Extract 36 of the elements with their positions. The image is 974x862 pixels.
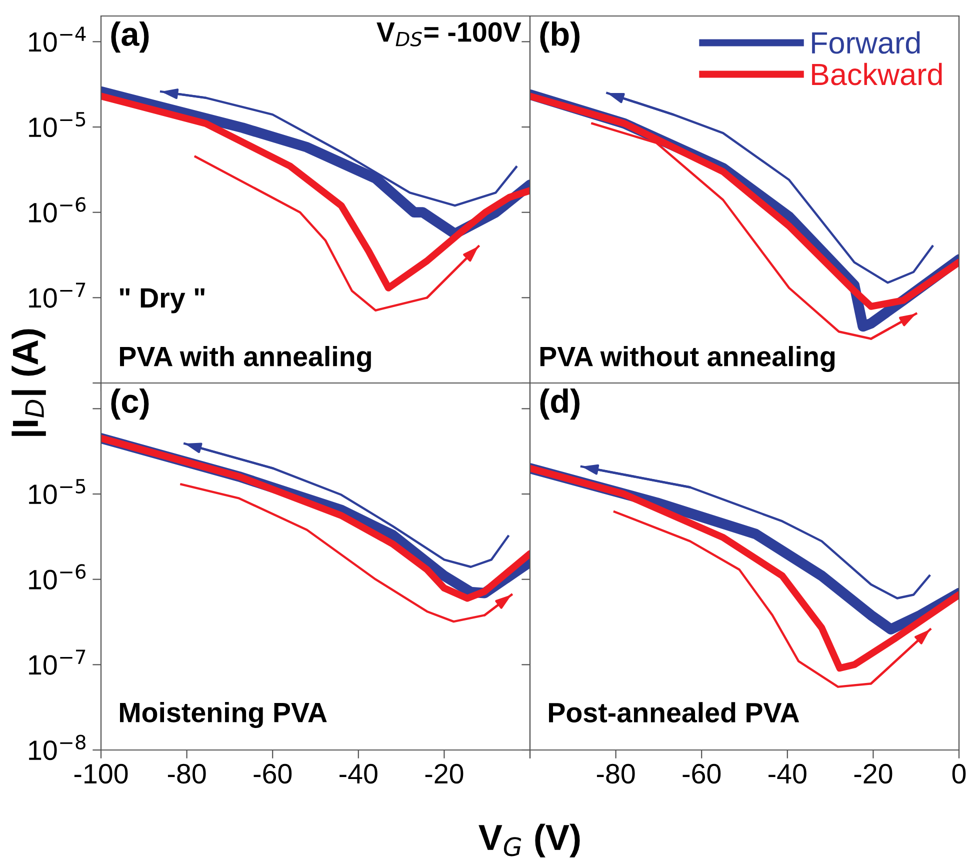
annotation: Post-annealed PVA [549,702,800,722]
annotation: Moistening PVA [120,702,327,728]
y-tick-label: 10$^{−6}$ [29,564,86,590]
annotation: (c) [111,388,149,420]
line-series [184,442,510,568]
x-tick-label: -80 [168,764,206,784]
y-tick-label: 10$^{−8}$ [29,734,86,760]
annotation: (d) [540,388,580,420]
annotation: PVA without annealing [540,346,835,372]
legend-label: Forward [812,31,920,54]
y-tick-label: 10$^{−7}$ [29,282,86,308]
y-tick-label: 10$^{−5}$ [29,479,86,504]
annotation: (b) [540,22,580,53]
annotation: (a) [111,22,149,53]
line-series [180,483,513,623]
x-axis-title: V$_{G}$ (V) [478,824,580,858]
legend-label: Backward [812,62,942,86]
line-series [194,155,480,312]
y-tick-label: 10$^{−5}$ [29,112,86,138]
y-tick-label: 10$^{−7}$ [29,650,86,675]
x-tick-label: -60 [682,764,721,784]
y-tick-label: 10$^{−6}$ [29,197,86,222]
annotation: " Dry " [120,288,204,314]
x-tick-label: -20 [425,764,464,784]
x-tick-label: -100 [74,764,128,784]
annotation: V$_{DS}$= -100V [376,22,522,46]
x-tick-label: -40 [340,764,378,784]
x-tick-label: -40 [768,764,806,784]
y-tick-label: 10$^{−4}$ [29,26,86,52]
line-series [160,90,518,207]
x-tick-label: 0 [952,764,966,784]
x-tick-label: -60 [254,764,292,784]
x-tick-label: -20 [854,764,892,784]
y-axis-title: |I$_{D}$| (A) [12,329,46,436]
annotation: PVA with annealing [120,346,371,372]
x-tick-label: -80 [596,764,635,784]
